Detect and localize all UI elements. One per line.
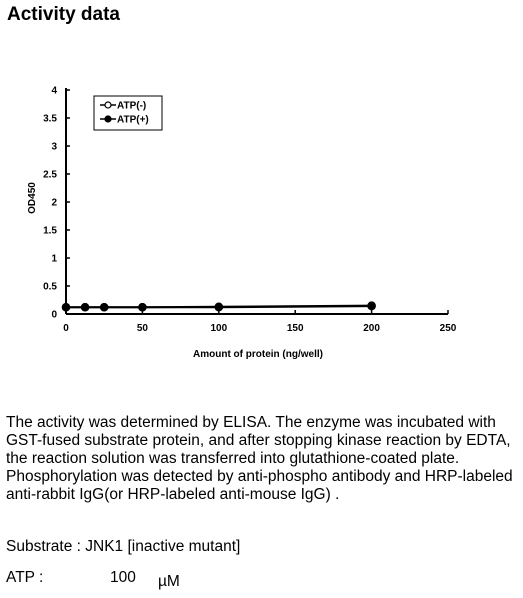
y-tick-label: 3.5 [43,114,57,125]
y-tick-label: 2.5 [43,170,57,181]
x-tick-label: 100 [210,323,227,334]
atp-unit: µM [158,573,180,590]
x-tick-label: 0 [63,323,69,334]
y-tick-label: 0 [51,310,57,321]
page-title: Activity data [7,4,120,25]
x-tick-label: 150 [287,323,304,334]
od450-chart: 0 0.5 1 1.5 2 2.5 3 3.5 4 0 50 100 150 200 250 Amount o… [27,86,457,361]
legend-marker [104,101,112,109]
atp-label: ATP : [6,569,44,586]
description-text: The activity was determined by ELISA. Th… [6,414,513,503]
y-tick-label: 4 [51,86,57,97]
atp-value: 100 [110,569,136,586]
y-tick-label: 0.5 [43,282,57,293]
data-point [138,303,147,312]
x-axis-label: Amount of protein (ng/well) [193,349,323,360]
plot-area: 0 0.5 1 1.5 2 2.5 3 3.5 4 0 50 100 150 200 250 Amount o… [27,86,457,361]
y-tick-label: 1 [51,254,57,265]
x-tick-label: 50 [137,323,149,334]
data-point [80,303,90,312]
y-tick-label: 2 [51,198,57,209]
y-tick-label: 1.5 [43,226,57,237]
data-point [61,303,71,312]
legend-label: ATP(-) [117,101,146,112]
x-tick-label: 200 [363,323,380,334]
y-tick-label: 3 [51,142,57,153]
legend-label: ATP(+) [117,115,149,126]
y-axis-label: OD450 [27,182,38,214]
x-tick-label: 250 [440,323,457,334]
data-point [367,301,376,310]
legend-marker [104,115,112,123]
legend-box [93,95,163,131]
substrate-line: Substrate : JNK1 [inactive mutant] [6,538,241,555]
method-description: The activity was determined by ELISA. Th… [6,414,518,504]
data-point [214,302,224,311]
data-point [99,303,109,312]
